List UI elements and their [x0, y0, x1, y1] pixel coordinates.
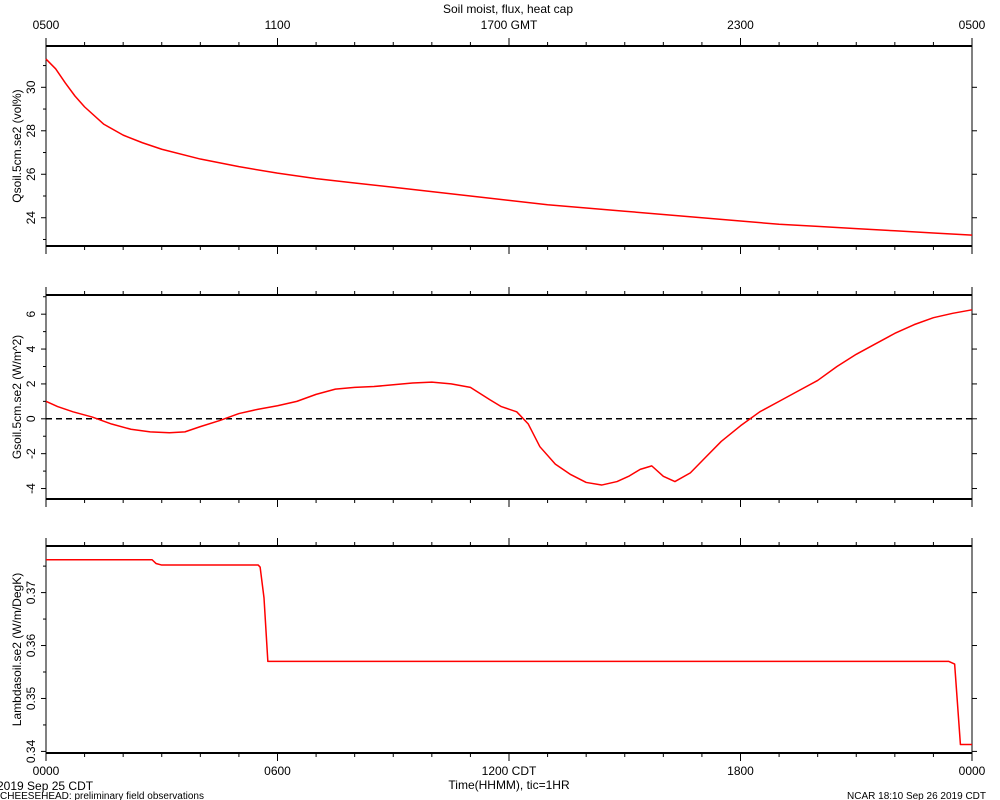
y-tick-label: 2	[24, 380, 38, 387]
bottom-axis-labels: 0000 0600 1200 CDT 1800 0000	[33, 764, 986, 778]
series-line	[46, 559, 972, 746]
footer-right-note: NCAR 18:10 Sep 26 2019 CDT	[847, 791, 986, 800]
y-tick-label: 0.37	[24, 581, 38, 605]
y-tick-label: 26	[24, 167, 38, 181]
y-tick-label: 0.34	[24, 739, 38, 763]
y-tick-label: 24	[24, 211, 38, 225]
top-axis-labels: 0500 1100 1700 GMT 2300 0500	[33, 18, 986, 32]
series-line	[45, 58, 973, 236]
bottom-tick-label: 0000	[33, 764, 60, 778]
date-label: 2019 Sep 25 CDT	[0, 779, 94, 793]
panel-2: -4 -2 0 2 4 6 Gsoil.5cm.se2 (W/m^2)	[10, 287, 977, 507]
bottom-tick-label: 1200 CDT	[482, 764, 537, 778]
y-tick-label: 0.35	[24, 686, 38, 710]
top-tick-label: 1700 GMT	[481, 18, 538, 32]
bottom-tick-label: 0600	[264, 764, 291, 778]
y-tick-label: 28	[24, 124, 38, 138]
y-tick-label: -4	[24, 483, 38, 494]
series-line	[45, 309, 973, 486]
y-tick-label: 6	[24, 311, 38, 318]
y-tick-label: -2	[24, 448, 38, 459]
x-axis-label: Time(HHMM), tic=1HR	[448, 778, 570, 792]
top-tick-label: 0500	[33, 18, 60, 32]
bottom-tick-label: 0000	[959, 764, 986, 778]
y-tick-label: 0.36	[24, 634, 38, 658]
y-tick-label: 30	[24, 80, 38, 94]
y-tick-label: 4	[24, 345, 38, 352]
bottom-tick-label: 1800	[727, 764, 754, 778]
y-axis-label: Qsoil.5cm.se2 (vol%)	[10, 89, 24, 202]
top-tick-label: 1100	[265, 18, 291, 32]
y-axis-label: Gsoil.5cm.se2 (W/m^2)	[10, 335, 24, 459]
chart-title: Soil moist, flux, heat cap	[443, 2, 573, 16]
top-tick-label: 2300	[727, 18, 754, 32]
top-tick-label: 0500	[959, 18, 986, 32]
y-axis-label: Lambdasoil.se2 (W/m/DegK)	[10, 573, 24, 726]
y-tick-label: 0	[24, 415, 38, 422]
footer-left-note: CHEESEHEAD: preliminary field observatio…	[0, 791, 204, 800]
